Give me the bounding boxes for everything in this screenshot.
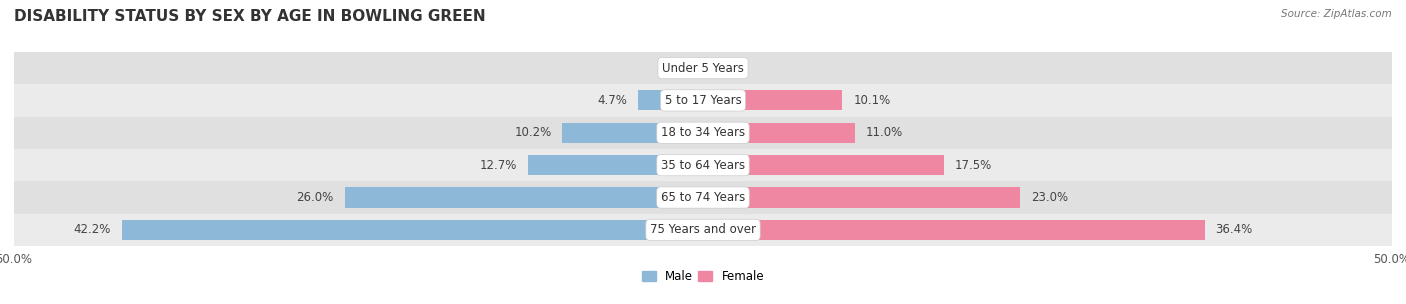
Text: 65 to 74 Years: 65 to 74 Years [661, 191, 745, 204]
Bar [703, 90, 842, 110]
Text: 0.0%: 0.0% [662, 61, 692, 74]
Text: 5 to 17 Years: 5 to 17 Years [665, 94, 741, 107]
Text: 35 to 64 Years: 35 to 64 Years [661, 159, 745, 172]
Bar [638, 90, 703, 110]
Bar [703, 220, 1205, 240]
Text: Under 5 Years: Under 5 Years [662, 61, 744, 74]
Text: 18 to 34 Years: 18 to 34 Years [661, 126, 745, 139]
Text: 23.0%: 23.0% [1031, 191, 1069, 204]
Text: 0.0%: 0.0% [714, 61, 744, 74]
Bar [703, 123, 855, 143]
Bar [703, 188, 1019, 208]
Bar [344, 188, 703, 208]
Text: 17.5%: 17.5% [955, 159, 993, 172]
Bar [14, 117, 1392, 149]
Bar [703, 155, 945, 175]
Bar [14, 214, 1392, 246]
Bar [562, 123, 703, 143]
Text: 11.0%: 11.0% [866, 126, 903, 139]
Text: 10.1%: 10.1% [853, 94, 890, 107]
Text: 12.7%: 12.7% [479, 159, 517, 172]
Bar [121, 220, 703, 240]
Text: 26.0%: 26.0% [297, 191, 333, 204]
Bar [14, 52, 1392, 84]
Text: 10.2%: 10.2% [515, 126, 551, 139]
Bar [14, 181, 1392, 214]
Legend: Male, Female: Male, Female [637, 265, 769, 288]
Bar [14, 84, 1392, 117]
Text: 4.7%: 4.7% [598, 94, 627, 107]
Text: 36.4%: 36.4% [1216, 223, 1253, 237]
Bar [529, 155, 703, 175]
Text: DISABILITY STATUS BY SEX BY AGE IN BOWLING GREEN: DISABILITY STATUS BY SEX BY AGE IN BOWLI… [14, 9, 485, 24]
Text: 42.2%: 42.2% [73, 223, 111, 237]
Text: Source: ZipAtlas.com: Source: ZipAtlas.com [1281, 9, 1392, 19]
Text: 75 Years and over: 75 Years and over [650, 223, 756, 237]
Bar [14, 149, 1392, 181]
